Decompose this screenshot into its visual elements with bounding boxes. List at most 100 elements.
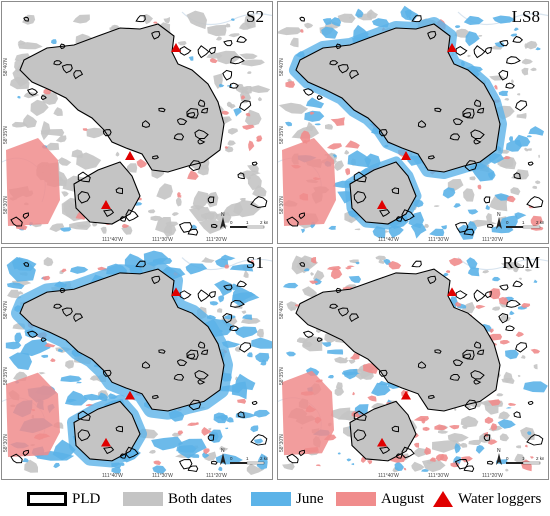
wetland-august (403, 467, 407, 471)
wetland-august (455, 301, 462, 307)
pld-outline (250, 196, 268, 209)
scale-label: 0 (506, 220, 509, 225)
wetland-both-dates (53, 107, 63, 116)
legend-item-june: June (251, 490, 324, 508)
wetland-august (487, 399, 501, 406)
wetland-august (422, 426, 430, 432)
wetland-june (371, 382, 391, 396)
pld-outline (40, 95, 47, 101)
pld-outline (158, 349, 166, 354)
pld-outline (464, 160, 478, 172)
map-layer (278, 5, 548, 240)
pld-outline (119, 216, 127, 222)
wetland-both-dates (517, 374, 521, 378)
wetland-august (507, 195, 516, 203)
panel-title-rcm: RCM (502, 253, 540, 272)
wetland-june (513, 27, 519, 31)
scale-label: 1 (522, 456, 525, 461)
y-tick-label: 58°30'N (279, 196, 285, 214)
wetland-both-dates (148, 209, 156, 214)
wetland-both-dates (304, 22, 314, 29)
wetland-june (285, 121, 293, 127)
y-tick-label: 58°35'N (279, 126, 285, 144)
pld-outline (473, 138, 482, 145)
north-arrow-icon: N0 1 2 km (496, 212, 544, 229)
wetland-both-dates (518, 277, 522, 280)
triangle-icon (433, 491, 453, 507)
scale-label: 2 km (536, 220, 544, 225)
pld-outline (53, 60, 63, 66)
wetland-august (524, 444, 528, 448)
wetland-both-dates (521, 58, 533, 65)
pld-outline (23, 262, 30, 267)
pld-outline (141, 120, 151, 128)
wetland-both-dates (40, 121, 51, 141)
wetland-both-dates (511, 79, 514, 84)
wetland-both-dates (246, 463, 265, 475)
wetland-june (283, 282, 299, 289)
wetland-june (306, 97, 325, 109)
both-dates-swatch (123, 492, 163, 506)
wetland-june (218, 415, 228, 421)
pld-outline (115, 187, 123, 195)
pld-outline (505, 82, 515, 89)
map-layer (2, 10, 272, 238)
pld-outline (449, 133, 461, 141)
wetland-both-dates (126, 163, 138, 173)
x-tick-label: 111°30'W (428, 473, 449, 479)
pld-outline (103, 446, 115, 455)
wetland-both-dates (438, 429, 449, 434)
x-tick-label: 111°30'W (428, 237, 449, 243)
pld-outline (474, 341, 482, 349)
wetland-both-dates (190, 204, 206, 209)
map-panel-rcm: RCM 111°40'W 111°30'W 111°20'W 58°40'N 58°35… (277, 247, 549, 480)
wetland-june (313, 278, 322, 286)
wetland-august (430, 457, 436, 462)
pld-outline (463, 353, 472, 359)
wetland-june (8, 352, 32, 370)
august-patch (282, 370, 334, 456)
pld-outline (194, 129, 209, 139)
wetland-both-dates (505, 468, 509, 472)
wetland-august (345, 140, 360, 149)
wetland-june (253, 409, 270, 418)
pld-outline (298, 449, 306, 457)
wetland-august (43, 88, 52, 95)
pld-outline (10, 453, 23, 464)
wetland-both-dates (366, 9, 378, 20)
pld-outline (486, 223, 494, 229)
wetland-both-dates (155, 217, 173, 234)
pld-outline (151, 30, 161, 40)
wetland-both-dates (38, 372, 46, 375)
scale-label: 0 (506, 456, 509, 461)
wetland-june (53, 462, 60, 469)
wetland-both-dates (219, 445, 229, 451)
wetland-both-dates (520, 355, 526, 359)
wetland-august (44, 343, 56, 348)
wetland-june (328, 225, 336, 230)
scale-bar-segment (246, 461, 265, 465)
wetland-june (404, 9, 412, 19)
pld-outline (316, 95, 323, 101)
wetland-both-dates (163, 17, 170, 24)
wetland-august (445, 270, 451, 273)
pld-outline (187, 353, 196, 359)
wetland-both-dates (461, 301, 475, 314)
june-swatch (251, 492, 291, 506)
pld-outline (40, 337, 47, 343)
wetland-june (509, 310, 515, 316)
pld-outline (506, 56, 521, 65)
wetland-june (421, 469, 429, 472)
wetland-august (529, 456, 534, 459)
wetland-august (515, 331, 524, 338)
pld-outline (237, 411, 246, 418)
wetland-august (448, 425, 460, 430)
wetland-june (347, 150, 372, 168)
wetland-both-dates (171, 212, 179, 217)
pld-outline (210, 223, 218, 229)
wetland-june (188, 56, 194, 61)
pld-outline (483, 196, 491, 204)
wetland-both-dates (482, 270, 490, 274)
wetland-june (210, 431, 219, 441)
pld-outline (10, 216, 23, 227)
